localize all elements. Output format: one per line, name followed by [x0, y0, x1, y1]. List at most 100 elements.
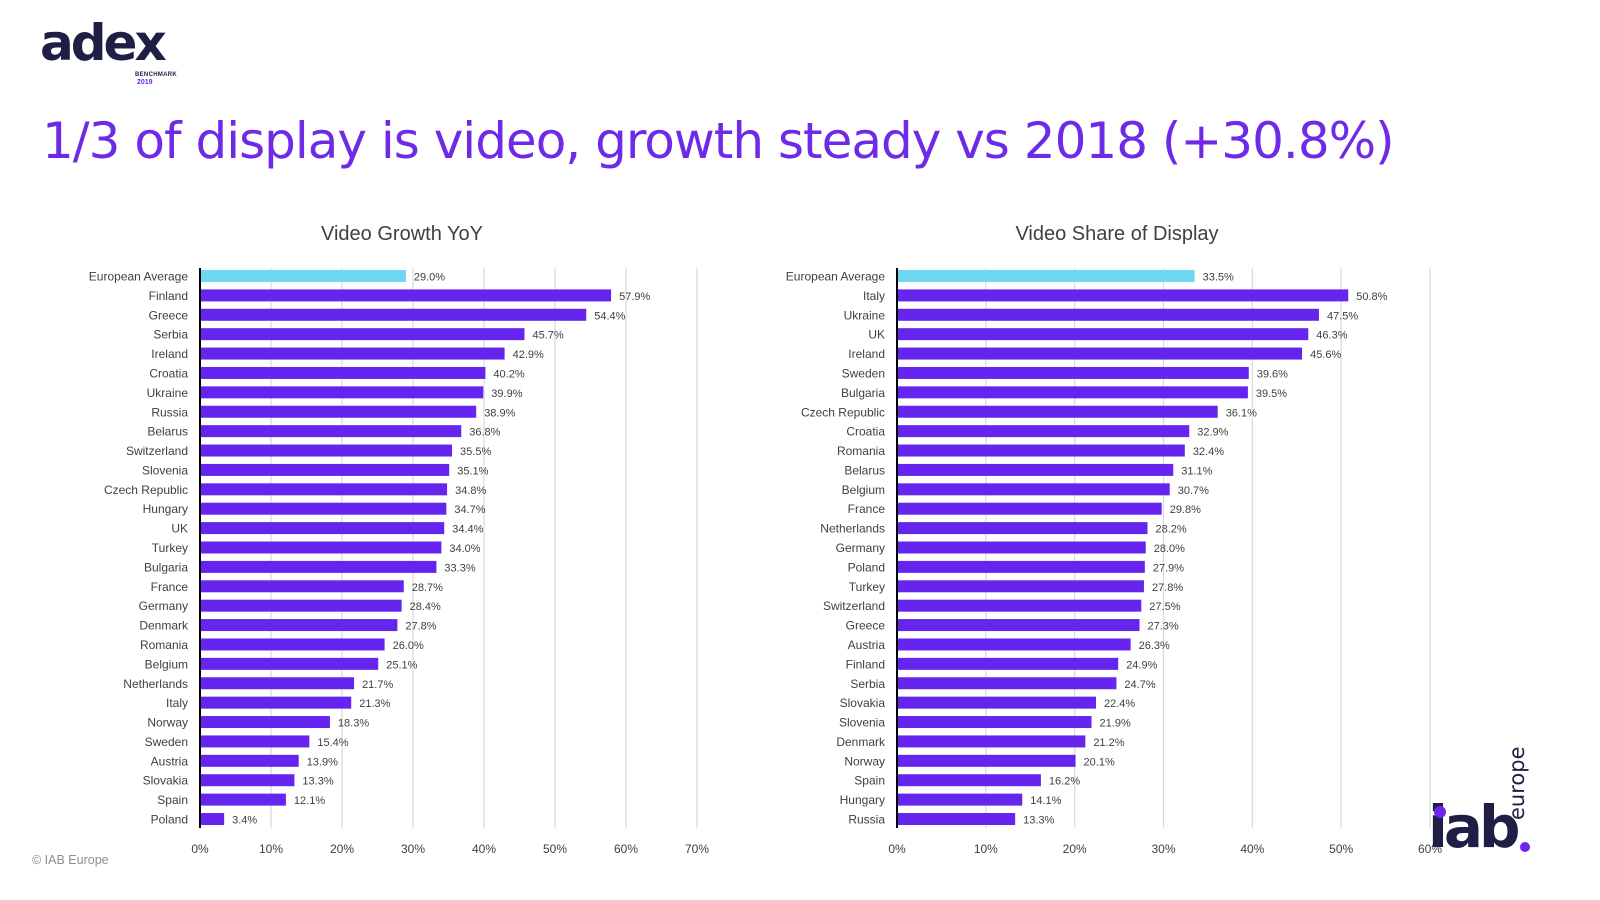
value-label: 35.5%	[460, 446, 491, 458]
bar	[201, 386, 484, 399]
bar	[898, 541, 1146, 554]
category-label: Spain	[157, 793, 188, 807]
category-label: Poland	[151, 813, 188, 827]
bar	[201, 774, 295, 787]
value-label: 34.4%	[452, 524, 483, 536]
bar	[201, 308, 587, 321]
bar	[201, 754, 299, 767]
value-label: 12.1%	[294, 795, 325, 807]
value-label: 35.1%	[457, 465, 488, 477]
category-label: UK	[171, 522, 188, 536]
value-label: 30.7%	[1178, 485, 1209, 497]
bar	[898, 754, 1076, 767]
iab-logo-dot	[1434, 806, 1446, 818]
bar	[201, 347, 505, 360]
bar	[898, 328, 1309, 341]
iab-logo-dot-end	[1520, 842, 1530, 852]
value-label: 36.8%	[469, 427, 500, 439]
value-label: 16.2%	[1049, 776, 1080, 788]
value-label: 21.9%	[1100, 718, 1131, 730]
bar	[898, 366, 1249, 379]
category-label: Netherlands	[123, 677, 188, 691]
value-label: 21.3%	[359, 698, 390, 710]
bar	[898, 638, 1131, 651]
category-label: Greece	[846, 619, 886, 633]
bar	[898, 774, 1041, 787]
category-label: Sweden	[842, 366, 885, 380]
bar	[201, 813, 225, 825]
category-label: Ukraine	[844, 308, 886, 322]
category-label: Belarus	[844, 463, 885, 477]
value-label: 32.4%	[1193, 446, 1224, 458]
value-label: 27.8%	[405, 621, 436, 633]
bar	[898, 347, 1303, 360]
category-label: Germany	[836, 541, 885, 555]
value-label: 45.7%	[532, 330, 563, 342]
category-label: Russia	[151, 405, 188, 419]
category-label: Finland	[846, 657, 885, 671]
bar	[898, 735, 1086, 748]
tick-label: 50%	[543, 842, 567, 856]
category-label: Ireland	[151, 347, 188, 361]
value-label: 21.7%	[362, 679, 393, 691]
value-label: 24.7%	[1124, 679, 1155, 691]
value-label: 31.1%	[1181, 465, 1212, 477]
bar	[201, 425, 462, 438]
bar	[201, 599, 402, 612]
bar	[898, 425, 1190, 438]
bar	[201, 405, 477, 418]
copyright-text: © IAB Europe	[32, 853, 109, 867]
category-label: Romania	[140, 638, 188, 652]
value-label: 14.1%	[1030, 795, 1061, 807]
bar	[201, 541, 442, 554]
value-label: 28.2%	[1156, 524, 1187, 536]
bar	[898, 522, 1148, 535]
category-label: Russia	[848, 813, 885, 827]
bar-average	[898, 270, 1195, 282]
bar	[201, 483, 448, 496]
category-label: Hungary	[143, 502, 188, 516]
value-label: 13.3%	[1023, 815, 1054, 827]
category-label: Belarus	[147, 425, 188, 439]
category-label: Italy	[863, 289, 885, 303]
category-label: Switzerland	[823, 599, 885, 613]
tick-label: 10%	[259, 842, 283, 856]
value-label: 18.3%	[338, 718, 369, 730]
bar-average	[201, 270, 406, 282]
bar	[201, 580, 404, 593]
value-label: 3.4%	[232, 815, 257, 827]
chart-title: Video Share of Display	[1015, 223, 1218, 245]
category-label: Croatia	[149, 366, 188, 380]
category-label: Finland	[149, 289, 188, 303]
category-label: Bulgaria	[841, 386, 885, 400]
value-label: 34.0%	[449, 543, 480, 555]
bar	[898, 560, 1145, 573]
bar	[898, 813, 1016, 825]
category-label: Serbia	[850, 677, 885, 691]
category-label: Slovenia	[142, 463, 188, 477]
value-label: 27.3%	[1148, 621, 1179, 633]
tick-label: 70%	[685, 842, 709, 856]
value-label: 25.1%	[386, 659, 417, 671]
bar	[201, 328, 525, 341]
bar	[201, 289, 612, 302]
value-label: 47.5%	[1327, 310, 1358, 322]
category-label: Italy	[166, 696, 188, 710]
category-label: Austria	[848, 638, 886, 652]
bar	[898, 696, 1096, 709]
value-label: 27.8%	[1152, 582, 1183, 594]
category-label: Denmark	[139, 619, 189, 633]
value-label: 36.1%	[1226, 407, 1257, 419]
category-label: France	[848, 502, 886, 516]
tick-label: 40%	[1240, 842, 1264, 856]
tick-label: 20%	[330, 842, 354, 856]
chart-title: Video Growth YoY	[321, 223, 483, 245]
category-label: Netherlands	[820, 522, 885, 536]
bar	[201, 735, 310, 748]
value-label: 28.7%	[412, 582, 443, 594]
bar	[201, 444, 453, 457]
bar	[201, 366, 486, 379]
value-label: 13.9%	[307, 756, 338, 768]
value-label: 34.8%	[455, 485, 486, 497]
video-growth-chart: Video Growth YoY 0% 10% 20% 30% 40% 50% 60% 70% E…	[89, 223, 710, 856]
